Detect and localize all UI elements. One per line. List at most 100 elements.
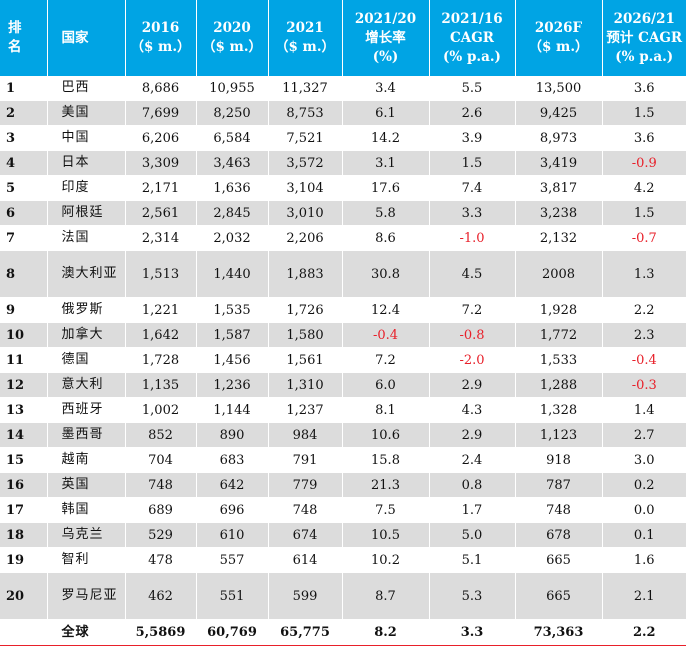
forecast-2026-cell: 1,123 bbox=[515, 422, 603, 448]
value-2021-cell: 3,010 bbox=[268, 200, 343, 226]
forecast-2026-cell: 1,533 bbox=[515, 347, 603, 373]
header-2026f: 2026F （$ m.） bbox=[515, 0, 603, 76]
country-cell: 西班牙 bbox=[47, 397, 126, 423]
header-country: 国家 bbox=[47, 0, 126, 76]
value-2016-cell: 2,561 bbox=[125, 200, 197, 226]
country-cell: 澳大利亚 bbox=[47, 250, 126, 298]
cagr-2016-cell: -2.0 bbox=[429, 347, 516, 373]
cagr-2016-cell: 5.5 bbox=[429, 76, 516, 101]
value-2016-cell: 6,206 bbox=[125, 125, 197, 151]
value-2021-cell: 599 bbox=[268, 572, 343, 620]
forecast-2026-cell: 665 bbox=[515, 572, 603, 620]
table-row: 10 加拿大 1,642 1,587 1,580 -0.4 -0.8 1,772 2.3 bbox=[0, 322, 686, 348]
total-cagr-2016-cell: 3.3 bbox=[429, 619, 516, 646]
country-cell: 法国 bbox=[47, 225, 126, 251]
cagr-2026-cell: 0.0 bbox=[602, 497, 686, 523]
value-2016-cell: 7,699 bbox=[125, 100, 197, 126]
total-cagr-2026-cell: 2.2 bbox=[602, 619, 686, 646]
rank-cell: 13 bbox=[0, 397, 48, 423]
country-cell: 阿根廷 bbox=[47, 200, 126, 226]
cagr-2026-cell: 3.6 bbox=[602, 125, 686, 151]
cagr-2016-cell: 7.4 bbox=[429, 175, 516, 201]
value-2016-cell: 704 bbox=[125, 447, 197, 473]
country-cell: 英国 bbox=[47, 472, 126, 498]
total-forecast-2026-cell: 73,363 bbox=[515, 619, 603, 646]
growth-cell: 10.2 bbox=[342, 547, 430, 573]
cagr-2026-cell: -0.9 bbox=[602, 150, 686, 176]
growth-cell: 12.4 bbox=[342, 297, 430, 323]
forecast-2026-cell: 13,500 bbox=[515, 76, 603, 101]
value-2021-cell: 3,572 bbox=[268, 150, 343, 176]
total-country-cell: 全球 bbox=[47, 619, 126, 646]
value-2021-cell: 7,521 bbox=[268, 125, 343, 151]
rank-cell: 19 bbox=[0, 547, 48, 573]
rank-cell: 18 bbox=[0, 522, 48, 548]
value-2016-cell: 1,642 bbox=[125, 322, 197, 348]
rank-cell: 3 bbox=[0, 125, 48, 151]
table-row: 15 越南 704 683 791 15.8 2.4 918 3.0 bbox=[0, 447, 686, 473]
country-cell: 乌克兰 bbox=[47, 522, 126, 548]
forecast-2026-cell: 787 bbox=[515, 472, 603, 498]
cagr-2016-cell: 7.2 bbox=[429, 297, 516, 323]
growth-cell: 10.6 bbox=[342, 422, 430, 448]
value-2016-cell: 689 bbox=[125, 497, 197, 523]
rank-cell: 4 bbox=[0, 150, 48, 176]
value-2021-cell: 1,237 bbox=[268, 397, 343, 423]
rank-cell: 20 bbox=[0, 572, 48, 620]
cagr-2026-cell: 2.3 bbox=[602, 322, 686, 348]
cagr-2016-cell: 2.9 bbox=[429, 372, 516, 398]
value-2020-cell: 1,456 bbox=[196, 347, 269, 373]
value-2021-cell: 748 bbox=[268, 497, 343, 523]
table-row: 6 阿根廷 2,561 2,845 3,010 5.8 3.3 3,238 1.5 bbox=[0, 200, 686, 226]
total-value-2021-cell: 65,775 bbox=[268, 619, 343, 646]
table-row: 11 德国 1,728 1,456 1,561 7.2 -2.0 1,533 -0.4 bbox=[0, 347, 686, 373]
header-rank: 排 名 bbox=[0, 0, 48, 76]
rank-cell: 11 bbox=[0, 347, 48, 373]
rank-cell: 17 bbox=[0, 497, 48, 523]
rank-cell: 6 bbox=[0, 200, 48, 226]
cagr-2016-cell: 1.5 bbox=[429, 150, 516, 176]
forecast-2026-cell: 678 bbox=[515, 522, 603, 548]
cagr-2016-cell: 0.8 bbox=[429, 472, 516, 498]
cagr-2026-cell: 1.4 bbox=[602, 397, 686, 423]
table-row: 7 法国 2,314 2,032 2,206 8.6 -1.0 2,132 -0.7 bbox=[0, 225, 686, 251]
value-2016-cell: 1,513 bbox=[125, 250, 197, 298]
table-row: 18 乌克兰 529 610 674 10.5 5.0 678 0.1 bbox=[0, 522, 686, 548]
forecast-2026-cell: 1,328 bbox=[515, 397, 603, 423]
country-cell: 加拿大 bbox=[47, 322, 126, 348]
total-rank-cell bbox=[0, 619, 48, 646]
value-2020-cell: 890 bbox=[196, 422, 269, 448]
rank-cell: 9 bbox=[0, 297, 48, 323]
growth-cell: 8.1 bbox=[342, 397, 430, 423]
market-table: 排 名 国家 2016 （$ m.） 2020 （$ m.） 2021 （$ m… bbox=[0, 0, 686, 646]
country-cell: 意大利 bbox=[47, 372, 126, 398]
header-2021: 2021 （$ m.） bbox=[268, 0, 343, 76]
growth-cell: 3.1 bbox=[342, 150, 430, 176]
value-2016-cell: 748 bbox=[125, 472, 197, 498]
cagr-2026-cell: 4.2 bbox=[602, 175, 686, 201]
value-2020-cell: 1,144 bbox=[196, 397, 269, 423]
cagr-2026-cell: 3.0 bbox=[602, 447, 686, 473]
growth-cell: 8.6 bbox=[342, 225, 430, 251]
value-2021-cell: 791 bbox=[268, 447, 343, 473]
cagr-2016-cell: 2.4 bbox=[429, 447, 516, 473]
growth-cell: 8.7 bbox=[342, 572, 430, 620]
table-row: 1 巴西 8,686 10,955 11,327 3.4 5.5 13,500 3.6 bbox=[0, 76, 686, 101]
cagr-2026-cell: 1.5 bbox=[602, 100, 686, 126]
value-2020-cell: 696 bbox=[196, 497, 269, 523]
cagr-2026-cell: 1.3 bbox=[602, 250, 686, 298]
country-cell: 巴西 bbox=[47, 76, 126, 101]
table-row: 12 意大利 1,135 1,236 1,310 6.0 2.9 1,288 -0.3 bbox=[0, 372, 686, 398]
cagr-2016-cell: 2.6 bbox=[429, 100, 516, 126]
growth-cell: 17.6 bbox=[342, 175, 430, 201]
rank-cell: 14 bbox=[0, 422, 48, 448]
cagr-2026-cell: 1.6 bbox=[602, 547, 686, 573]
cagr-2026-cell: 1.5 bbox=[602, 200, 686, 226]
header-growth: 2021/20 增长率 (%) bbox=[342, 0, 430, 76]
value-2020-cell: 6,584 bbox=[196, 125, 269, 151]
growth-cell: 21.3 bbox=[342, 472, 430, 498]
country-cell: 印度 bbox=[47, 175, 126, 201]
header-cagr-2016: 2021/16 CAGR (% p.a.) bbox=[429, 0, 516, 76]
forecast-2026-cell: 918 bbox=[515, 447, 603, 473]
country-cell: 日本 bbox=[47, 150, 126, 176]
